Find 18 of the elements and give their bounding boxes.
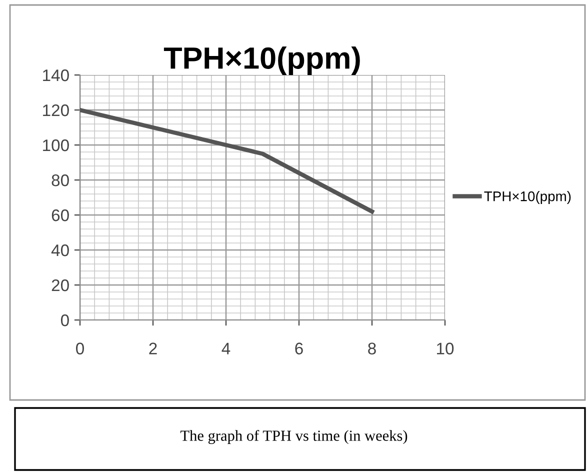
text: The graph of TPH vs time (in weeks) [180,430,408,444]
x-tick-label: 6 [295,342,303,354]
y-tick-label: 0 [60,314,69,326]
y-tick-label: 60 [52,209,69,222]
x-tick-label: 4 [222,342,230,354]
legend-label: TPH×10(ppm) [484,191,571,204]
chart-title: TPH×10(ppm) [164,46,360,75]
y-tick-label: 120 [43,104,69,116]
y-tick-label: 140 [43,69,69,82]
y-tick-label: 80 [52,174,69,186]
y-tick-label: 100 [43,139,69,152]
x-tick-label: 10 [437,342,454,354]
x-tick-label: 0 [76,342,84,354]
y-tick-label: 40 [51,244,69,256]
x-tick-label: 8 [368,342,376,354]
line-series [80,108,374,214]
y-tick-label: 20 [52,279,69,292]
x-tick-label: 2 [149,342,157,354]
